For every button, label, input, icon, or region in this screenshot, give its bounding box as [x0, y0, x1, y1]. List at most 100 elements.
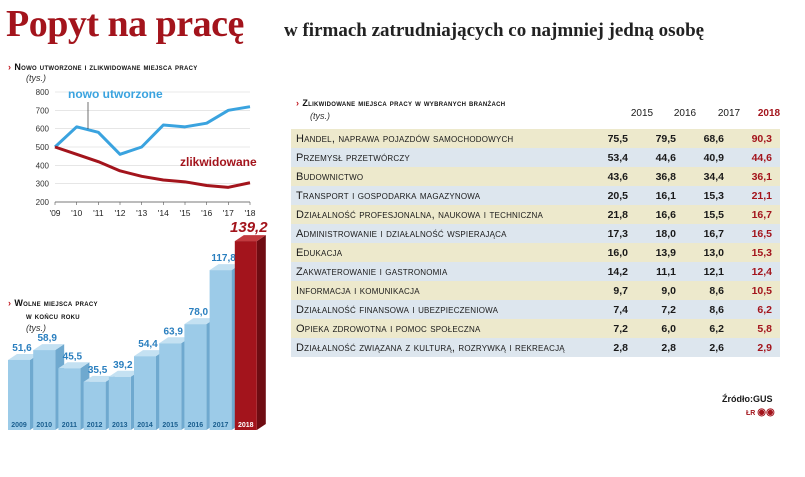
row-value: 9,7 — [584, 281, 632, 300]
row-value: 2,8 — [632, 338, 680, 357]
bar-top — [234, 235, 266, 242]
year-header: 2017 — [717, 108, 741, 119]
logo-icon: ◉◉ — [757, 407, 775, 418]
page-title: Popyt na pracę — [6, 3, 244, 45]
table-row: Przemysł przetwórczy 53,4 44,6 40,9 44,6 — [291, 148, 780, 167]
table-row: Administrowanie i działalność wspierając… — [291, 224, 780, 243]
row-category: Opieka zdrowotna i pomoc społeczna — [291, 319, 584, 338]
year-header-highlight: 2018 — [757, 108, 781, 119]
row-value: 9,0 — [632, 281, 680, 300]
row-value: 16,5 — [728, 224, 780, 243]
bar-category-label: 2017 — [213, 422, 229, 429]
line-chart-heading-text: Nowo utworzone i zlikwidowane miejsca pr… — [14, 62, 198, 72]
row-value: 2,8 — [584, 338, 632, 357]
bar-chart-unit: (tys.) — [26, 323, 46, 333]
row-value: 15,5 — [680, 205, 728, 224]
row-value: 13,9 — [632, 243, 680, 262]
bar-category-label: 2015 — [162, 422, 178, 429]
row-category: Informacja i komunikacja — [291, 281, 584, 300]
row-value: 16,1 — [632, 186, 680, 205]
row-value: 12,1 — [680, 262, 728, 281]
bar-top — [184, 318, 216, 325]
bar-category-label: 2009 — [11, 422, 27, 429]
bar-value-label: 139,2 — [230, 219, 268, 236]
table-heading: › Zlikwidowane miejsca pracy w wybranych … — [296, 98, 505, 108]
row-value: 7,2 — [584, 319, 632, 338]
table-row: Działalność finansowa i ubezpieczeniowa 7… — [291, 300, 780, 319]
y-tick-label: 200 — [36, 198, 50, 207]
x-tick-label: '11 — [93, 208, 104, 218]
bar-category-label: 2012 — [87, 422, 103, 429]
arrow-marker-icon: › — [8, 62, 12, 72]
row-value: 40,9 — [680, 148, 728, 167]
row-value: 12,4 — [728, 262, 780, 281]
row-value: 7,2 — [632, 300, 680, 319]
table-row: Handel, naprawa pojazdów samochodowych 75… — [291, 129, 780, 148]
bar-top — [108, 370, 140, 377]
row-value: 68,6 — [680, 129, 728, 148]
bar-chart: 2009 51,6 2010 58,9 2011 45,5 2012 35,5 2013 39,2… — [8, 219, 268, 430]
row-value: 6,0 — [632, 319, 680, 338]
row-value: 79,5 — [632, 129, 680, 148]
row-category: Przemysł przetwórczy — [291, 148, 584, 167]
row-value: 15,3 — [680, 186, 728, 205]
bar-front — [159, 343, 182, 430]
row-value: 6,2 — [680, 319, 728, 338]
row-category: Handel, naprawa pojazdów samochodowych — [291, 129, 584, 148]
table-heading-text: Zlikwidowane miejsca pracy w wybranych b… — [302, 98, 506, 108]
bar-value-label: 58,9 — [37, 333, 57, 344]
bar-front — [108, 376, 131, 430]
row-value: 2,6 — [680, 338, 728, 357]
row-value: 34,4 — [680, 167, 728, 186]
row-value: 7,4 — [584, 300, 632, 319]
bar-value-label: 63,9 — [163, 326, 183, 337]
row-value: 10,5 — [728, 281, 780, 300]
row-value: 53,4 — [584, 148, 632, 167]
line-chart: 200 300 400 500 600 700 800 '09 '10 '11 '12 '13 '14 '… — [36, 87, 257, 218]
row-value: 21,8 — [584, 205, 632, 224]
arrow-marker-icon: › — [296, 98, 300, 108]
bar-value-label: 35,5 — [88, 365, 108, 376]
row-value: 8,6 — [680, 300, 728, 319]
row-value: 36,8 — [632, 167, 680, 186]
x-tick-label: '16 — [201, 208, 212, 218]
series-line-1 — [54, 145, 251, 189]
bar-side — [256, 235, 266, 430]
x-tick-label: '15 — [179, 208, 190, 218]
row-value: 16,7 — [728, 205, 780, 224]
x-tick-label: '12 — [114, 208, 125, 218]
bar-category-label: 2011 — [62, 422, 77, 429]
bar-front — [33, 350, 56, 430]
row-category: Administrowanie i działalność wspierając… — [291, 224, 584, 243]
bar-value-label: 78,0 — [189, 307, 209, 318]
row-value: 36,1 — [728, 167, 780, 186]
row-value: 8,6 — [680, 281, 728, 300]
bar-value-label: 51,6 — [12, 343, 32, 354]
y-tick-label: 500 — [36, 143, 50, 152]
x-tick-label: '14 — [158, 208, 169, 218]
bar-top — [209, 264, 241, 271]
year-header: 2015 — [630, 108, 654, 119]
table-row: Działalność profesjonalna, naukowa i tec… — [291, 205, 780, 224]
table-row: Opieka zdrowotna i pomoc społeczna 7,2 6,0… — [291, 319, 780, 338]
row-value: 5,8 — [728, 319, 780, 338]
bar-top — [159, 337, 191, 344]
arrow-marker-icon: › — [8, 298, 12, 308]
bar-value-label: 54,4 — [138, 339, 158, 350]
line-chart-unit: (tys.) — [26, 73, 46, 83]
row-value: 44,6 — [632, 148, 680, 167]
y-tick-label: 300 — [36, 180, 50, 189]
bar: 2018 139,2 — [230, 219, 268, 430]
series-line-0 — [53, 105, 251, 156]
bar-front — [8, 359, 30, 430]
row-value: 44,6 — [728, 148, 780, 167]
row-value: 43,6 — [584, 167, 632, 186]
bar-category-label: 2016 — [188, 422, 204, 429]
series-label-created: nowo utworzone — [68, 87, 163, 101]
bar-value-label: 39,2 — [113, 360, 133, 371]
row-value: 14,2 — [584, 262, 632, 281]
row-value: 17,3 — [584, 224, 632, 243]
bar-value-label: 45,5 — [63, 351, 83, 362]
table-unit: (tys.) — [310, 111, 330, 121]
credit-badge: ŁR ◉◉ — [746, 407, 775, 418]
